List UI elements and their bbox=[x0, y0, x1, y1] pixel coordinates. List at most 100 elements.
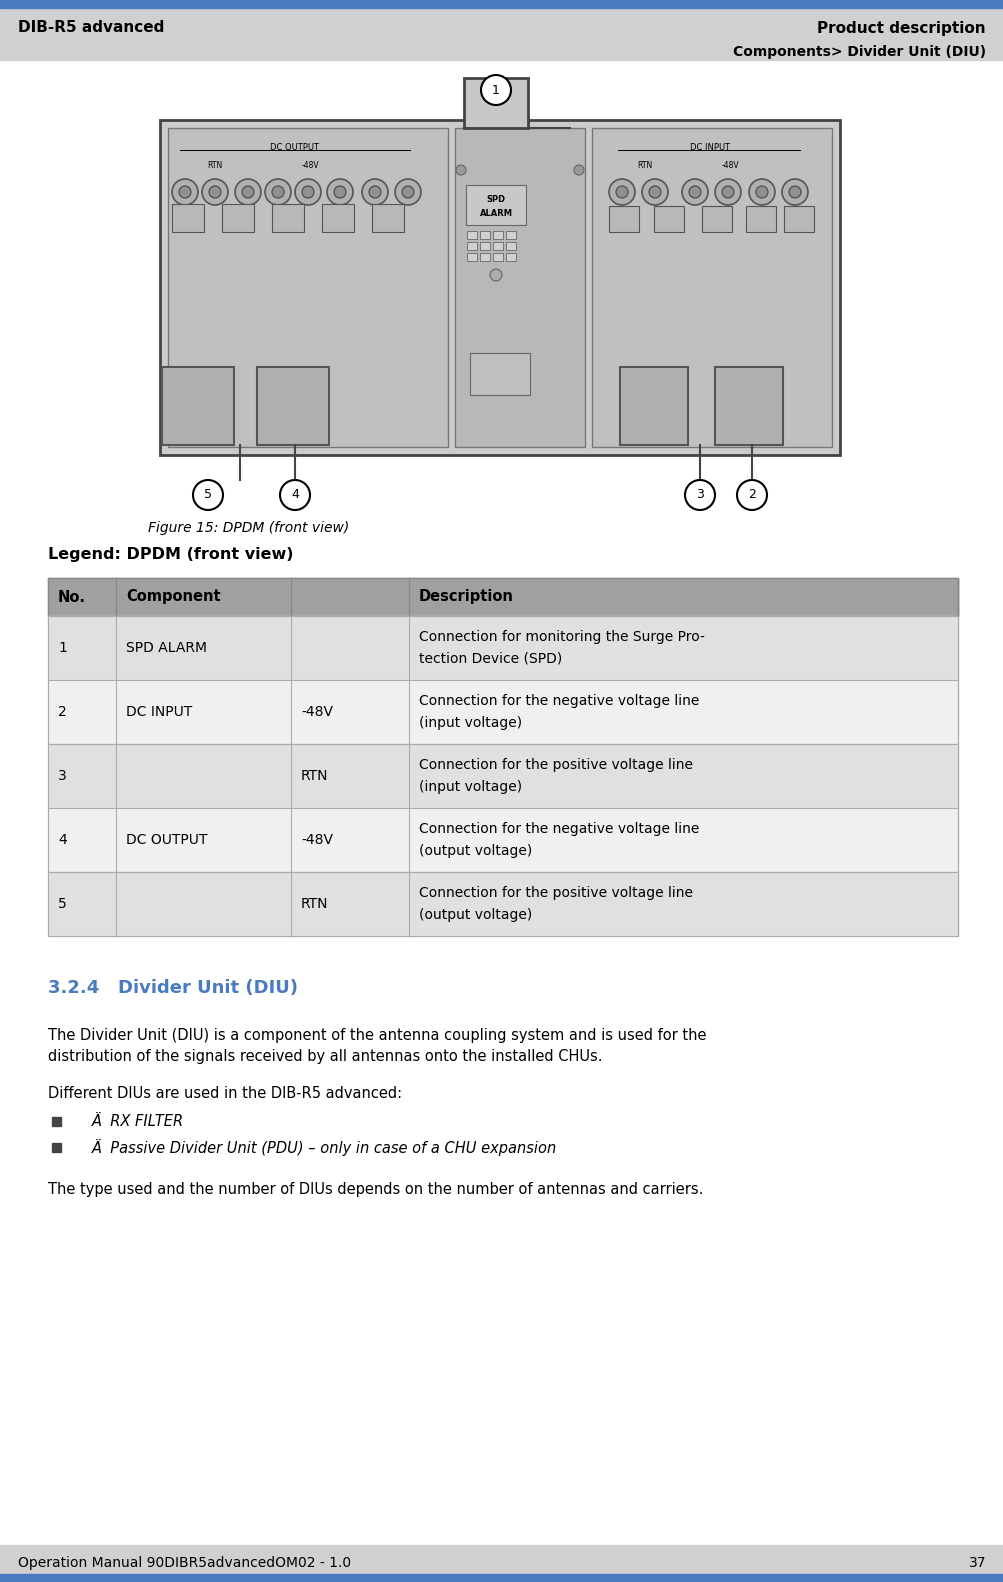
Bar bbox=[48, 680, 957, 744]
Text: SPD ALARM: SPD ALARM bbox=[125, 641, 207, 655]
Text: Figure 15: DPDM (front view): Figure 15: DPDM (front view) bbox=[147, 520, 349, 535]
Circle shape bbox=[295, 179, 321, 206]
Circle shape bbox=[781, 179, 807, 206]
Bar bbox=[506, 253, 516, 261]
Text: Connection for the positive voltage line: Connection for the positive voltage line bbox=[418, 758, 692, 772]
Text: Different DIUs are used in the DIB-R5 advanced:: Different DIUs are used in the DIB-R5 ad… bbox=[48, 1085, 402, 1101]
Bar bbox=[48, 577, 957, 615]
Circle shape bbox=[327, 179, 353, 206]
Text: Connection for the negative voltage line: Connection for the negative voltage line bbox=[418, 694, 699, 709]
Text: 5: 5 bbox=[204, 489, 212, 501]
Circle shape bbox=[681, 179, 707, 206]
Text: DC INPUT: DC INPUT bbox=[689, 144, 729, 152]
Text: RTN: RTN bbox=[301, 897, 328, 911]
Bar bbox=[653, 206, 683, 233]
Bar bbox=[372, 204, 403, 233]
Text: ALARM: ALARM bbox=[479, 209, 512, 217]
Bar bbox=[463, 78, 528, 128]
Bar bbox=[469, 353, 530, 396]
Text: 3: 3 bbox=[58, 769, 66, 783]
Bar bbox=[48, 808, 957, 872]
Text: -48V: -48V bbox=[720, 160, 738, 169]
Text: The Divider Unit (DIU) is a component of the antenna coupling system and is used: The Divider Unit (DIU) is a component of… bbox=[48, 1028, 706, 1065]
Text: (output voltage): (output voltage) bbox=[418, 843, 532, 857]
Bar bbox=[454, 128, 585, 448]
Circle shape bbox=[489, 269, 502, 282]
Circle shape bbox=[334, 187, 346, 198]
Circle shape bbox=[688, 187, 700, 198]
Circle shape bbox=[202, 179, 228, 206]
Bar bbox=[0, 1546, 1003, 1582]
Bar bbox=[222, 204, 254, 233]
Text: Description: Description bbox=[418, 590, 514, 604]
Text: 3.2.4   Divider Unit (DIU): 3.2.4 Divider Unit (DIU) bbox=[48, 979, 298, 997]
Text: (input voltage): (input voltage) bbox=[418, 717, 522, 729]
Bar bbox=[609, 206, 638, 233]
Text: Connection for the negative voltage line: Connection for the negative voltage line bbox=[418, 823, 699, 837]
Bar bbox=[52, 1142, 61, 1152]
Text: RTN: RTN bbox=[208, 160, 223, 169]
Text: -48V: -48V bbox=[301, 834, 333, 846]
Circle shape bbox=[209, 187, 221, 198]
Circle shape bbox=[609, 179, 634, 206]
Bar bbox=[48, 615, 957, 680]
Circle shape bbox=[480, 74, 511, 104]
Text: tection Device (SPD): tection Device (SPD) bbox=[418, 652, 562, 666]
Bar bbox=[465, 185, 526, 225]
Text: 2: 2 bbox=[58, 706, 66, 718]
Bar bbox=[479, 242, 489, 250]
Circle shape bbox=[648, 187, 660, 198]
Bar bbox=[161, 367, 234, 445]
Text: 37: 37 bbox=[968, 1557, 985, 1569]
Bar bbox=[466, 253, 476, 261]
Circle shape bbox=[641, 179, 667, 206]
Bar bbox=[48, 680, 957, 744]
Text: -48V: -48V bbox=[301, 160, 319, 169]
Bar bbox=[714, 367, 782, 445]
Circle shape bbox=[755, 187, 767, 198]
Text: DC OUTPUT: DC OUTPUT bbox=[125, 834, 208, 846]
Text: Connection for monitoring the Surge Pro-: Connection for monitoring the Surge Pro- bbox=[418, 630, 704, 644]
Text: DIB-R5 advanced: DIB-R5 advanced bbox=[18, 21, 164, 35]
Text: 1: 1 bbox=[58, 641, 67, 655]
Circle shape bbox=[280, 479, 310, 509]
Text: DC OUTPUT: DC OUTPUT bbox=[270, 144, 319, 152]
Bar bbox=[48, 577, 957, 615]
Text: Ä  RX FILTER: Ä RX FILTER bbox=[92, 1114, 184, 1128]
Circle shape bbox=[242, 187, 254, 198]
Text: RTN: RTN bbox=[301, 769, 328, 783]
Circle shape bbox=[721, 187, 733, 198]
Circle shape bbox=[362, 179, 387, 206]
Bar bbox=[172, 204, 204, 233]
Circle shape bbox=[788, 187, 800, 198]
Circle shape bbox=[272, 187, 284, 198]
Bar bbox=[159, 120, 840, 456]
Text: Legend: DPDM (front view): Legend: DPDM (front view) bbox=[48, 547, 293, 562]
Circle shape bbox=[302, 187, 314, 198]
Bar bbox=[492, 231, 503, 239]
Circle shape bbox=[455, 165, 465, 176]
Bar bbox=[48, 872, 957, 937]
Circle shape bbox=[193, 479, 223, 509]
Circle shape bbox=[616, 187, 627, 198]
Bar bbox=[466, 242, 476, 250]
Circle shape bbox=[574, 165, 584, 176]
Text: Ä  Passive Divider Unit (PDU) – only in case of a CHU expansion: Ä Passive Divider Unit (PDU) – only in c… bbox=[92, 1139, 557, 1155]
Text: DC INPUT: DC INPUT bbox=[125, 706, 192, 718]
Bar bbox=[48, 615, 957, 680]
Bar bbox=[506, 231, 516, 239]
Text: 3: 3 bbox=[695, 489, 703, 501]
Text: (output voltage): (output voltage) bbox=[418, 908, 532, 922]
Circle shape bbox=[748, 179, 774, 206]
Text: RTN: RTN bbox=[637, 160, 652, 169]
Bar bbox=[479, 253, 489, 261]
Bar bbox=[745, 206, 775, 233]
Text: 2: 2 bbox=[747, 489, 755, 501]
Text: -48V: -48V bbox=[301, 706, 333, 718]
Bar bbox=[48, 744, 957, 808]
Circle shape bbox=[714, 179, 740, 206]
Text: (input voltage): (input voltage) bbox=[418, 780, 522, 794]
Circle shape bbox=[401, 187, 413, 198]
Bar bbox=[479, 231, 489, 239]
Bar bbox=[466, 231, 476, 239]
